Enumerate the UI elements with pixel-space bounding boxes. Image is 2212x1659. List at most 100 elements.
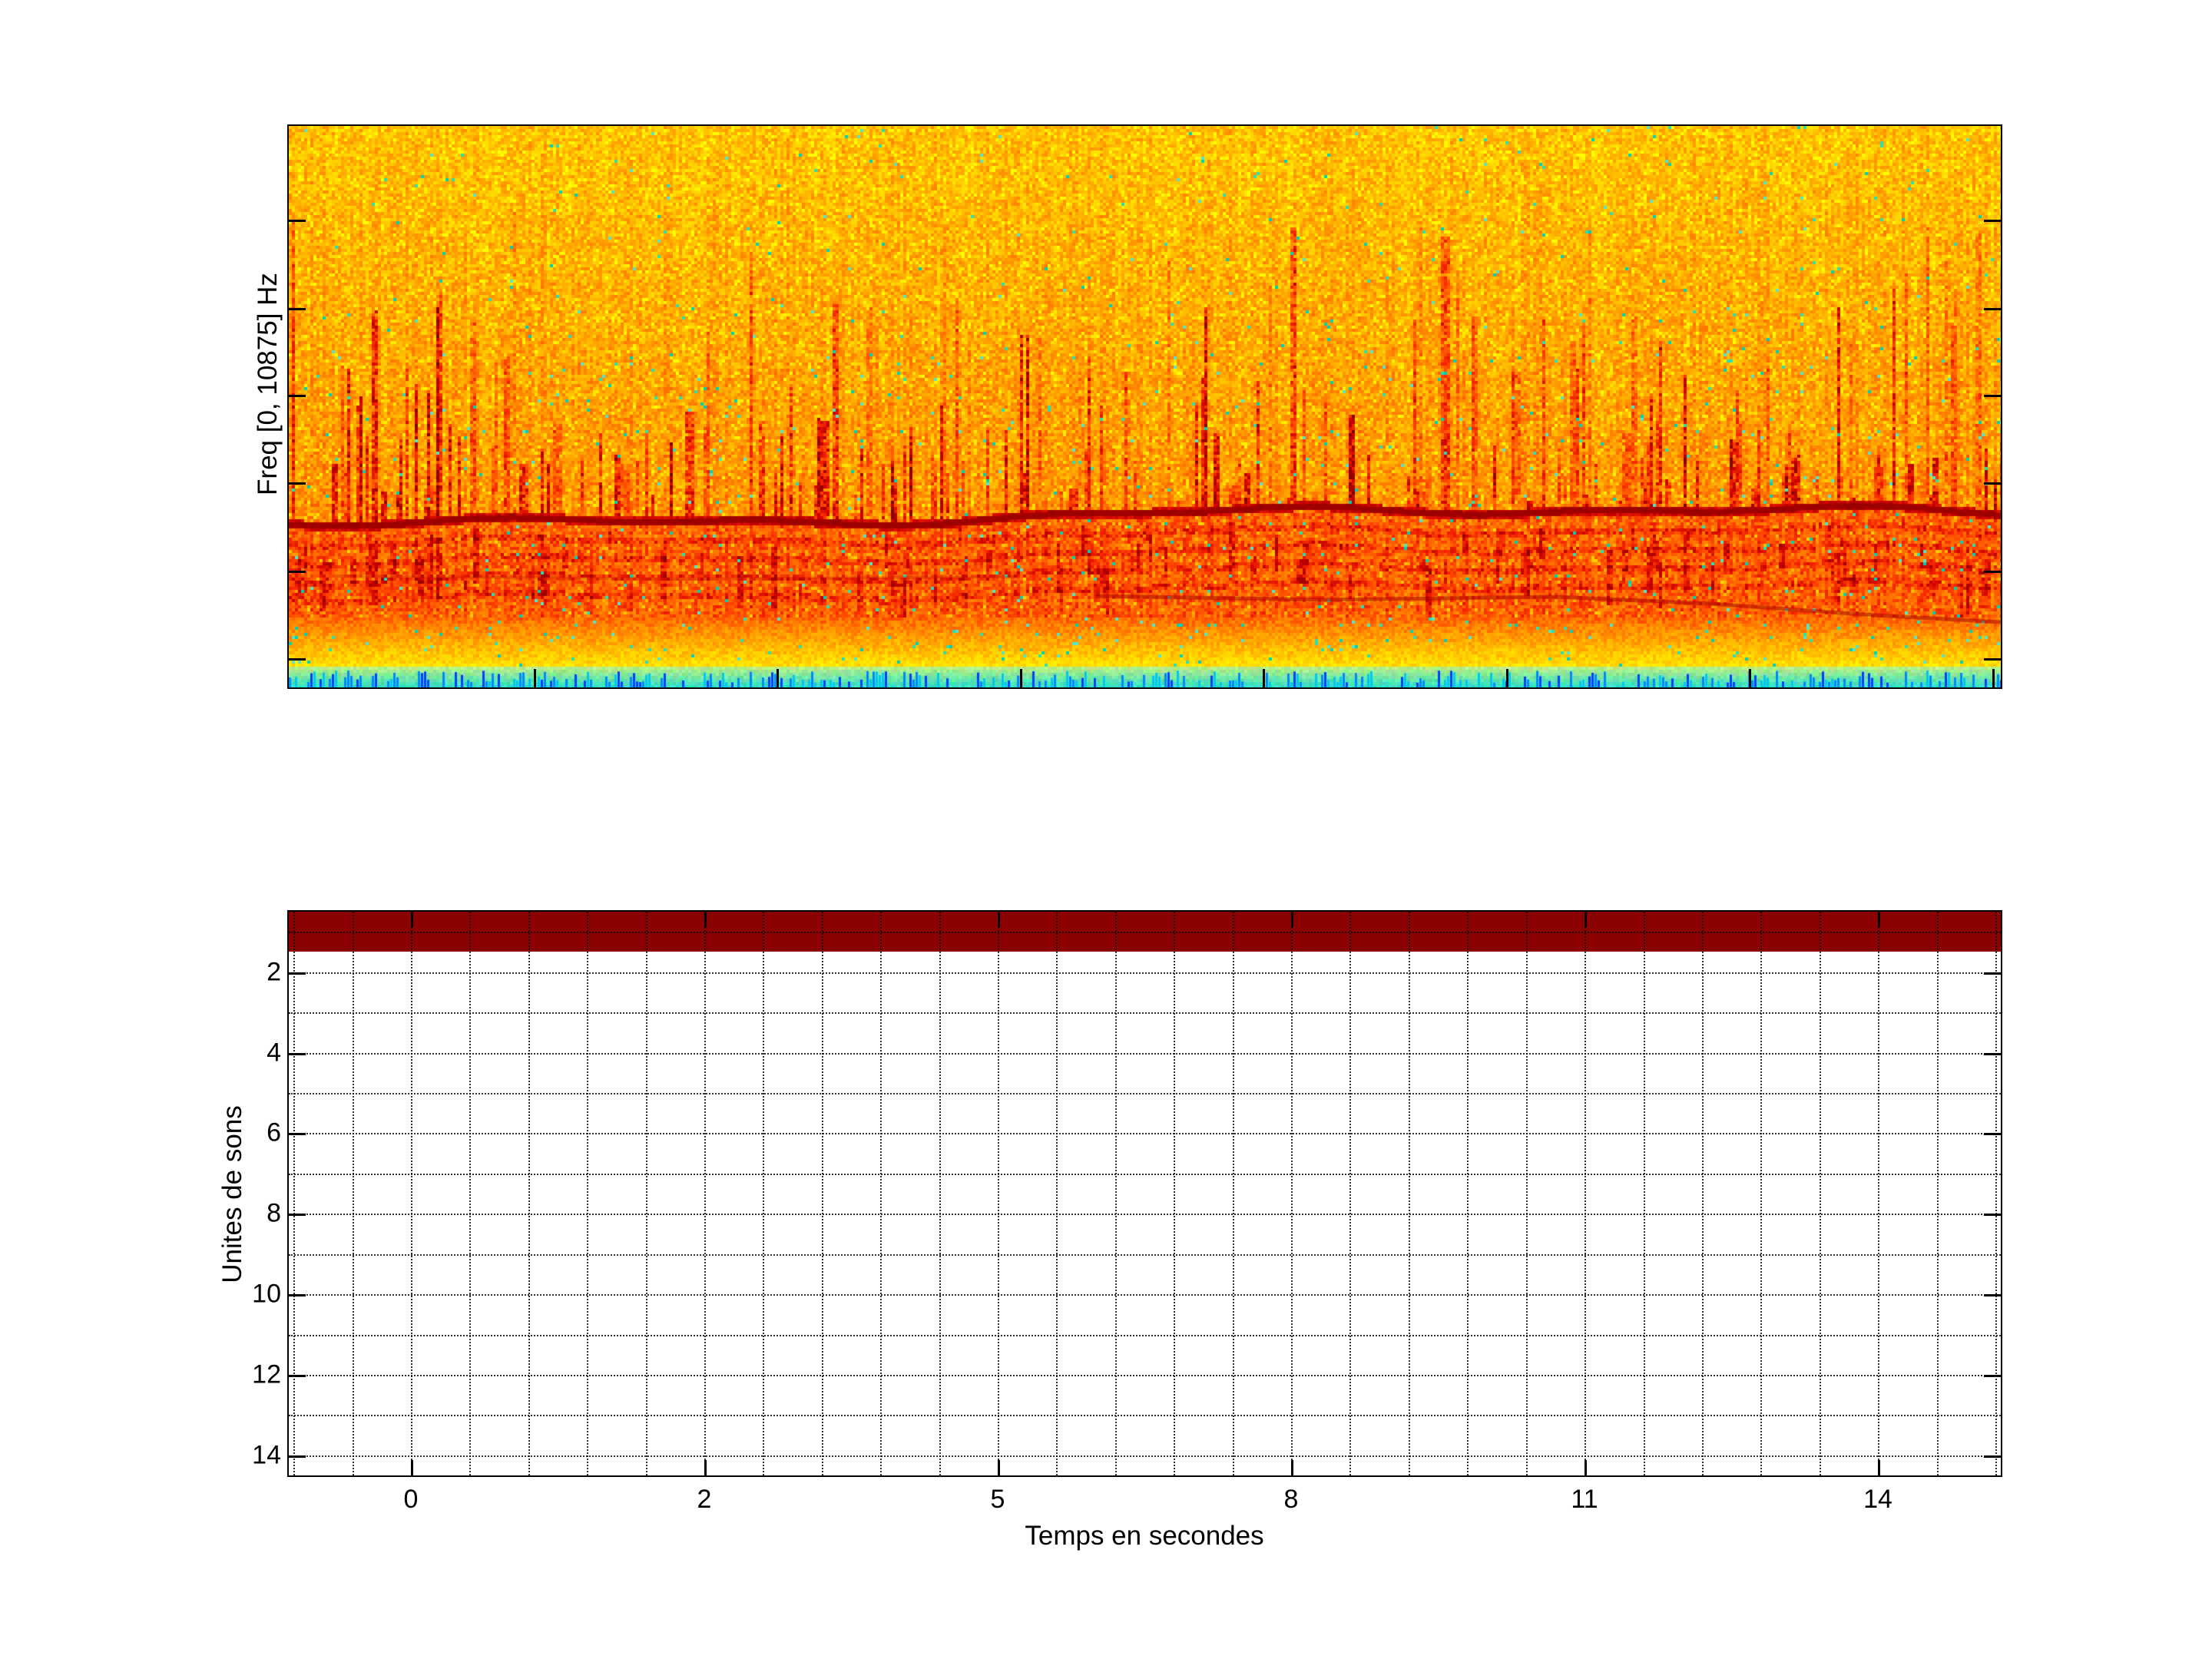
grid-line-horizontal xyxy=(289,1174,2001,1175)
y-tick-mark xyxy=(289,1214,306,1216)
grid-line-vertical xyxy=(1291,912,1293,1475)
time-axis-label: Temps en secondes xyxy=(1025,1521,1264,1551)
grid-line-vertical xyxy=(1937,912,1939,1475)
grid-line-vertical xyxy=(1174,912,1175,1475)
x-tick-mark xyxy=(704,1460,707,1475)
grid-line-vertical xyxy=(1820,912,1821,1475)
y-tick-label: 8 xyxy=(267,1198,281,1228)
y-tick-mark xyxy=(289,1294,306,1296)
x-tick-mark xyxy=(411,1460,413,1475)
y-tick-label: 12 xyxy=(252,1359,281,1389)
grid-line-horizontal xyxy=(289,1012,2001,1014)
grid-line-vertical xyxy=(1995,912,1997,1475)
grid-line-horizontal xyxy=(289,1214,2001,1215)
spectrogram-axes xyxy=(287,124,2002,689)
grid-line-vertical xyxy=(939,912,941,1475)
y-tick-mark xyxy=(1984,1455,2001,1458)
grid-line-vertical xyxy=(998,912,999,1475)
grid-line-vertical xyxy=(763,912,764,1475)
y-tick-mark xyxy=(289,395,306,397)
y-tick-mark xyxy=(1984,658,2001,661)
grid-line-vertical xyxy=(1702,912,1704,1475)
y-tick-mark xyxy=(289,658,306,661)
y-tick-mark xyxy=(1984,1053,2001,1055)
sound-units-axes xyxy=(287,910,2002,1477)
spectrogram-canvas xyxy=(289,126,2001,687)
grid-line-horizontal xyxy=(289,1335,2001,1336)
grid-line-horizontal xyxy=(289,1254,2001,1256)
y-tick-mark xyxy=(1984,571,2001,573)
y-tick-mark xyxy=(1984,395,2001,397)
x-tick-mark xyxy=(534,669,536,687)
grid-line-vertical xyxy=(1467,912,1469,1475)
y-tick-mark xyxy=(289,972,306,975)
y-tick-mark xyxy=(289,308,306,310)
y-tick-mark xyxy=(1984,1375,2001,1377)
grid-line-vertical xyxy=(1409,912,1410,1475)
y-tick-mark xyxy=(289,1375,306,1377)
grid-line-vertical xyxy=(1349,912,1351,1475)
x-tick-label: 5 xyxy=(990,1485,1005,1514)
grid-line-vertical xyxy=(293,912,295,1475)
x-tick-mark xyxy=(1992,669,1995,687)
spectrogram-ylabel: Freq [0, 10875] Hz xyxy=(253,273,283,495)
x-tick-mark xyxy=(998,1460,1000,1475)
y-tick-mark xyxy=(289,1455,306,1458)
y-tick-mark xyxy=(289,482,306,485)
grid-line-vertical xyxy=(1760,912,1762,1475)
x-tick-label: 8 xyxy=(1283,1485,1299,1514)
x-tick-label: 0 xyxy=(403,1485,419,1514)
y-tick-mark xyxy=(1984,308,2001,310)
grid-line-vertical xyxy=(411,912,412,1475)
grid-line-vertical xyxy=(1584,912,1586,1475)
grid-line-horizontal xyxy=(289,972,2001,974)
x-tick-mark xyxy=(1020,669,1022,687)
y-tick-label: 14 xyxy=(252,1440,281,1470)
grid-line-vertical xyxy=(822,912,823,1475)
x-tick-label: 11 xyxy=(1571,1485,1598,1514)
x-tick-mark xyxy=(1584,1460,1587,1475)
x-tick-mark xyxy=(704,912,707,927)
grid-line-vertical xyxy=(528,912,530,1475)
x-tick-label: 14 xyxy=(1863,1485,1892,1514)
grid-line-horizontal xyxy=(289,1133,2001,1134)
grid-line-horizontal xyxy=(289,1375,2001,1376)
grid-line-vertical xyxy=(1644,912,1645,1475)
x-tick-mark xyxy=(1263,669,1265,687)
y-tick-label: 10 xyxy=(252,1279,281,1309)
grid-line-vertical xyxy=(353,912,354,1475)
grid-line-vertical xyxy=(1526,912,1528,1475)
grid-line-horizontal xyxy=(289,1455,2001,1457)
grid-line-horizontal xyxy=(289,1093,2001,1094)
x-tick-mark xyxy=(1506,669,1508,687)
x-tick-mark xyxy=(1291,912,1293,927)
y-tick-label: 2 xyxy=(267,957,281,987)
y-tick-mark xyxy=(289,571,306,573)
x-tick-mark xyxy=(777,669,779,687)
y-tick-mark xyxy=(289,220,306,222)
y-tick-mark xyxy=(1984,1294,2001,1296)
grid-line-vertical xyxy=(1878,912,1879,1475)
grid-line-vertical xyxy=(1115,912,1117,1475)
x-tick-mark xyxy=(1584,912,1587,927)
grid-line-vertical xyxy=(469,912,471,1475)
grid-line-vertical xyxy=(880,912,882,1475)
grid-line-vertical xyxy=(587,912,588,1475)
grid-line-horizontal xyxy=(289,1053,2001,1055)
y-tick-mark xyxy=(1984,482,2001,485)
grid-line-vertical xyxy=(1056,912,1058,1475)
y-tick-mark xyxy=(1984,220,2001,222)
y-tick-label: 4 xyxy=(267,1038,281,1068)
y-tick-mark xyxy=(289,1053,306,1055)
sound-units-ylabel: Unites de sons xyxy=(217,1105,247,1283)
x-tick-mark xyxy=(1749,669,1751,687)
y-tick-label: 6 xyxy=(267,1118,281,1147)
grid-line-horizontal xyxy=(289,1415,2001,1416)
x-tick-mark xyxy=(1878,1460,1880,1475)
x-tick-mark xyxy=(998,912,1000,927)
grid-line-horizontal xyxy=(289,932,2001,933)
y-tick-mark xyxy=(1984,1133,2001,1135)
x-tick-mark xyxy=(1878,912,1880,927)
y-tick-mark xyxy=(1984,972,2001,975)
